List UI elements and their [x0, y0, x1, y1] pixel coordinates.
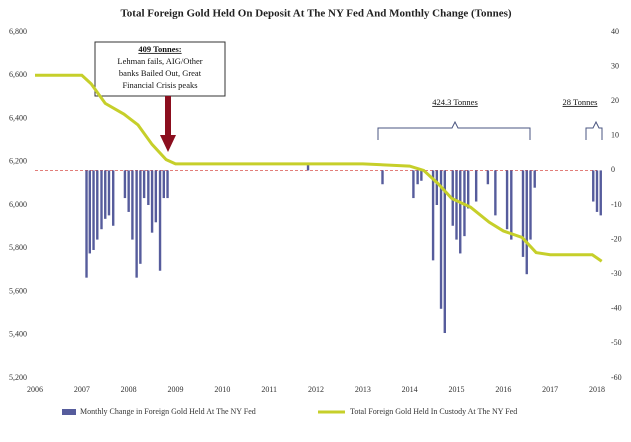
bar — [439, 170, 443, 309]
y-tick-label: 6,800 — [9, 27, 27, 36]
bar — [142, 170, 146, 199]
y2-tick-label: -10 — [611, 200, 622, 209]
y2-tick-label: -40 — [611, 304, 622, 313]
annotation: 409 Tonnes: — [138, 44, 181, 54]
x-tick-label: 2015 — [449, 385, 465, 394]
x-tick-label: 2014 — [402, 385, 418, 394]
bar — [494, 170, 497, 216]
bar — [592, 170, 595, 202]
arrow — [160, 96, 176, 152]
x-tick-label: 2016 — [495, 385, 511, 394]
bar — [85, 170, 88, 278]
bar — [510, 170, 513, 240]
x-tick-label: 2010 — [214, 385, 230, 394]
legend-swatch — [62, 409, 76, 415]
x-tick-label: 2008 — [121, 385, 137, 394]
bar — [112, 170, 115, 226]
bar — [467, 170, 470, 209]
x-tick-label: 2007 — [74, 385, 90, 394]
y2-tick-label: -50 — [611, 338, 622, 347]
annotation: 424.3 Tonnes — [432, 97, 478, 107]
bar — [486, 170, 490, 185]
y-tick-label: 5,600 — [9, 286, 27, 295]
bar — [412, 170, 415, 199]
bar — [505, 170, 509, 230]
x-tick-label: 2009 — [168, 385, 184, 394]
y2-tick-label: -60 — [611, 373, 622, 382]
bar — [420, 170, 423, 181]
bar — [150, 170, 154, 233]
bar — [127, 170, 130, 212]
brace — [585, 120, 603, 140]
y2-tick-label: 40 — [611, 27, 619, 36]
y-tick-label: 6,000 — [9, 200, 27, 209]
bar — [158, 170, 162, 271]
line — [35, 73, 603, 263]
bar — [533, 170, 536, 188]
bar — [147, 170, 150, 205]
bar — [459, 170, 462, 254]
x-tick-label: 2013 — [355, 385, 371, 394]
bar — [599, 170, 602, 216]
annotation: banks Bailed Out, Great — [119, 68, 202, 78]
y2-tick-label: -30 — [611, 269, 622, 278]
bar — [131, 170, 134, 240]
bar — [96, 170, 99, 240]
bar — [381, 170, 384, 185]
bar — [416, 170, 419, 185]
annotation: 28 Tonnes — [563, 97, 598, 107]
y2-tick-label: 10 — [611, 131, 619, 140]
bar — [92, 170, 95, 250]
bar — [455, 170, 458, 240]
bar — [474, 170, 478, 202]
x-tick-label: 2017 — [542, 385, 558, 394]
annotation-box — [94, 41, 226, 97]
brace — [377, 120, 531, 140]
bar — [88, 170, 91, 254]
bar — [529, 170, 532, 240]
y-tick-label: 6,600 — [9, 70, 27, 79]
chart-title: Total Foreign Gold Held On Deposit At Th… — [120, 8, 511, 20]
bar — [595, 170, 599, 212]
x-tick-label: 2012 — [308, 385, 324, 394]
bar — [100, 170, 103, 230]
bar — [435, 170, 439, 205]
bar — [135, 170, 138, 278]
bar — [107, 170, 111, 216]
bar — [306, 163, 310, 171]
bar — [162, 170, 165, 199]
bar — [104, 170, 107, 219]
legend-label: Total Foreign Gold Held In Custody At Th… — [350, 407, 517, 416]
x-tick-label: 2018 — [589, 385, 605, 394]
bar — [123, 170, 127, 199]
y-tick-label: 5,200 — [9, 373, 27, 382]
y-tick-label: 5,400 — [9, 330, 27, 339]
y2-tick-label: -20 — [611, 234, 622, 243]
y-tick-label: 5,800 — [9, 243, 27, 252]
y-tick-label: 6,200 — [9, 157, 27, 166]
y2-tick-label: 20 — [611, 96, 619, 105]
bar — [443, 170, 446, 334]
bar — [431, 170, 435, 261]
legend-label: Monthly Change in Foreign Gold Held At T… — [80, 407, 256, 416]
x-tick-label: 2006 — [27, 385, 43, 394]
annotation: Lehman fails, AIG/Other — [117, 56, 202, 66]
x-tick-label: 2011 — [261, 385, 277, 394]
bar — [525, 170, 528, 275]
y2-tick-label: 0 — [611, 165, 615, 174]
y2-tick-label: 30 — [611, 61, 619, 70]
bar — [166, 170, 169, 199]
bar — [154, 170, 158, 223]
y-tick-label: 6,400 — [9, 113, 27, 122]
bar — [139, 170, 142, 264]
annotation: Financial Crisis peaks — [122, 80, 197, 90]
bar — [521, 170, 525, 257]
